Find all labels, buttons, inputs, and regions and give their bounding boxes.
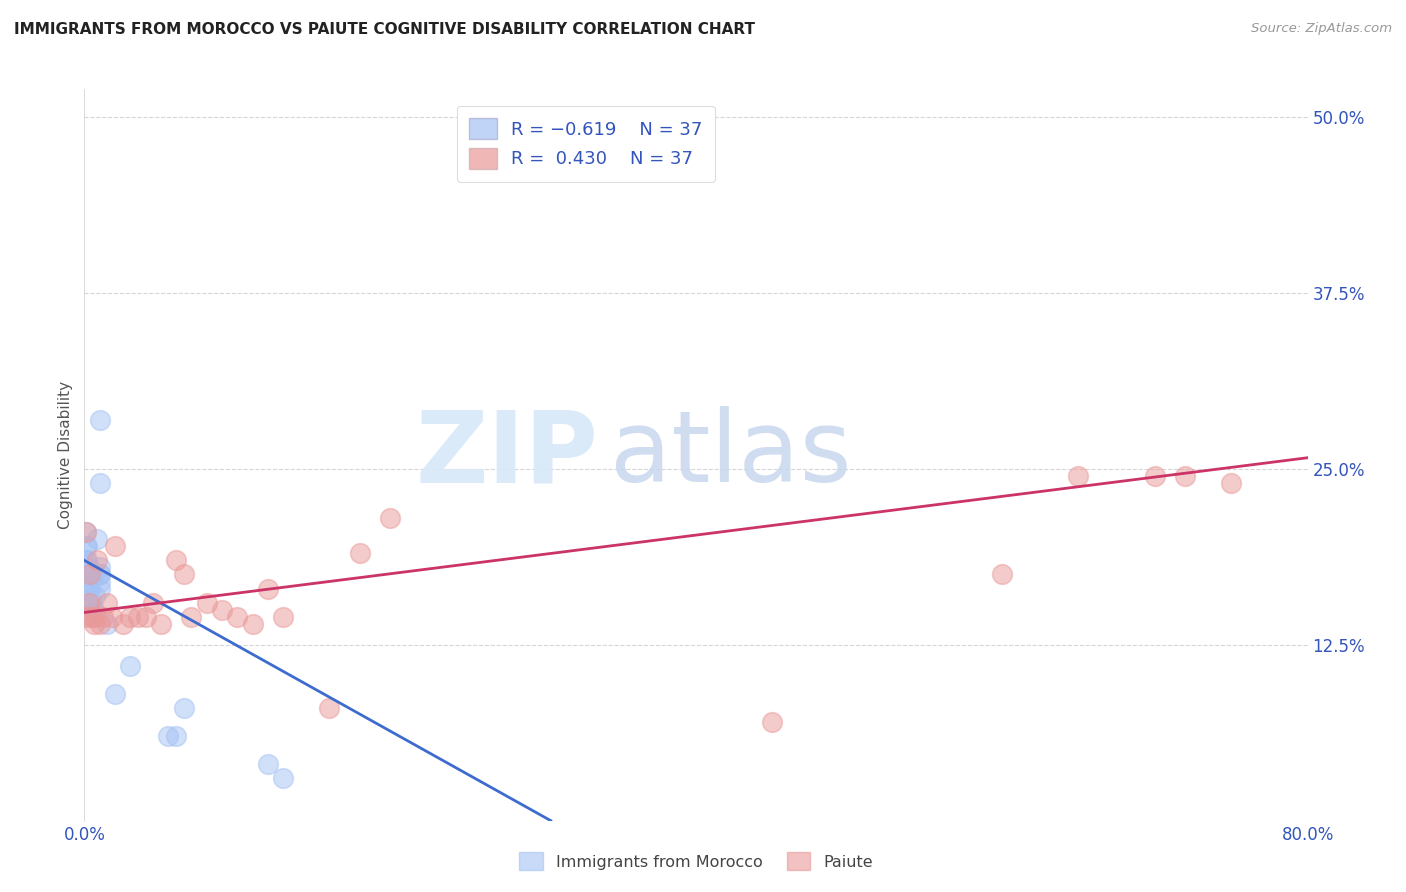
Point: [226, 609, 249, 624]
Point: [75, 553, 97, 567]
Point: [83, 616, 105, 631]
Point: [761, 715, 783, 730]
Point: [84, 589, 107, 603]
Point: [104, 539, 127, 553]
Point: [104, 687, 127, 701]
Point: [1067, 469, 1090, 483]
Point: [89, 567, 111, 582]
Point: [349, 546, 371, 560]
Point: [165, 553, 187, 567]
Point: [1220, 476, 1243, 491]
Point: [91, 609, 114, 624]
Point: [89, 616, 111, 631]
Point: [101, 609, 124, 624]
Text: atlas: atlas: [610, 407, 852, 503]
Point: [77, 596, 100, 610]
Point: [79, 567, 101, 582]
Point: [75, 525, 97, 540]
Point: [79, 596, 101, 610]
Point: [76, 609, 98, 624]
Point: [96, 616, 118, 631]
Point: [89, 582, 111, 596]
Point: [75, 525, 97, 540]
Y-axis label: Cognitive Disability: Cognitive Disability: [58, 381, 73, 529]
Point: [77, 596, 100, 610]
Point: [318, 701, 340, 715]
Point: [76, 560, 98, 574]
Text: Source: ZipAtlas.com: Source: ZipAtlas.com: [1251, 22, 1392, 36]
Legend: Immigrants from Morocco, Paiute: Immigrants from Morocco, Paiute: [512, 844, 880, 879]
Point: [89, 476, 111, 491]
Text: IMMIGRANTS FROM MOROCCO VS PAIUTE COGNITIVE DISABILITY CORRELATION CHART: IMMIGRANTS FROM MOROCCO VS PAIUTE COGNIT…: [14, 22, 755, 37]
Point: [242, 616, 264, 631]
Point: [79, 582, 101, 596]
Point: [157, 729, 180, 743]
Point: [79, 567, 101, 582]
Point: [211, 602, 233, 616]
Point: [76, 582, 98, 596]
Point: [1174, 469, 1197, 483]
Point: [257, 757, 280, 772]
Point: [127, 609, 149, 624]
Point: [173, 701, 195, 715]
Point: [84, 609, 107, 624]
Point: [76, 567, 98, 582]
Text: ZIP: ZIP: [415, 407, 598, 503]
Point: [271, 772, 294, 786]
Point: [75, 567, 97, 582]
Point: [83, 602, 105, 616]
Point: [142, 596, 165, 610]
Point: [165, 729, 187, 743]
Point: [180, 609, 202, 624]
Point: [380, 511, 402, 525]
Point: [111, 616, 134, 631]
Point: [80, 596, 103, 610]
Point: [76, 539, 98, 553]
Point: [173, 567, 195, 582]
Point: [86, 553, 108, 567]
Point: [991, 567, 1014, 582]
Point: [271, 609, 294, 624]
Point: [89, 574, 111, 589]
Point: [86, 533, 108, 547]
Point: [83, 567, 105, 582]
Point: [80, 609, 103, 624]
Point: [77, 582, 100, 596]
Point: [195, 596, 218, 610]
Point: [257, 582, 280, 596]
Point: [89, 560, 111, 574]
Point: [149, 616, 172, 631]
Point: [135, 609, 157, 624]
Point: [1143, 469, 1166, 483]
Point: [120, 659, 142, 673]
Point: [77, 560, 100, 574]
Point: [75, 539, 97, 553]
Point: [120, 609, 142, 624]
Point: [80, 609, 103, 624]
Point: [76, 553, 98, 567]
Point: [89, 567, 111, 582]
Point: [89, 413, 111, 427]
Point: [77, 574, 100, 589]
Point: [96, 596, 118, 610]
